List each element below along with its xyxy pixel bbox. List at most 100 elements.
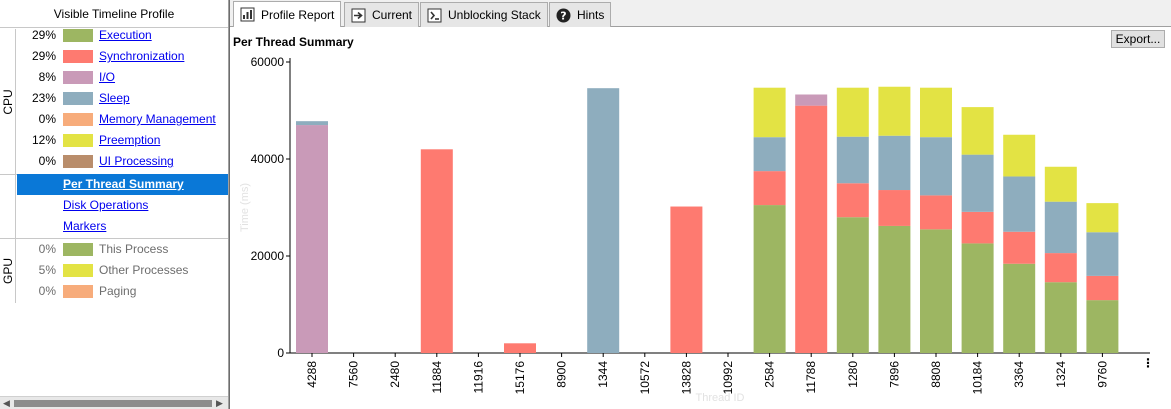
percent-value: 29% xyxy=(31,28,56,42)
color-swatch xyxy=(63,243,93,256)
x-tick-label: 8900 xyxy=(555,361,569,388)
bar-segment-preemption xyxy=(1086,203,1119,233)
bar-segment-sleep xyxy=(1086,232,1119,276)
panel-header-title: Visible Timeline Profile xyxy=(53,6,175,21)
cpu-link-preemption[interactable]: Preemption xyxy=(99,133,161,147)
svg-text:?: ? xyxy=(560,9,566,22)
bar-segment-synchronization xyxy=(836,183,869,218)
nav-item-markers[interactable]: Markers xyxy=(17,216,228,237)
bar-segment-execution xyxy=(1003,263,1036,353)
tab-label: Current xyxy=(372,8,413,22)
cpu-row-ui-processing: 0% UI Processing xyxy=(17,151,228,172)
x-tick-label: 2480 xyxy=(388,361,402,388)
color-swatch xyxy=(63,92,93,105)
bar-segment-execution xyxy=(753,205,786,353)
x-tick-label: 11884 xyxy=(430,361,444,394)
scroll-left-icon[interactable]: ◀ xyxy=(3,398,10,408)
bar-segment-preemption xyxy=(753,87,786,138)
bar-segment-synchronization xyxy=(753,171,786,206)
nav-item-per-thread-summary[interactable]: Per Thread Summary xyxy=(17,174,228,195)
tab-bar: Profile Report Current Unblocking Stack … xyxy=(230,0,1171,27)
panel-header: Visible Timeline Profile xyxy=(0,0,228,28)
percent-value: 0% xyxy=(38,154,56,168)
color-swatch xyxy=(63,285,93,298)
nav-item-label: Disk Operations xyxy=(63,198,149,212)
tab-profile-report[interactable]: Profile Report xyxy=(233,1,342,27)
nav-group-side xyxy=(0,174,16,238)
scroll-right-icon[interactable]: ▶ xyxy=(216,398,223,408)
y-tick-label: 40000 xyxy=(251,152,285,166)
bar-segment-execution xyxy=(1044,282,1077,353)
cpu-link-execution[interactable]: Execution xyxy=(99,28,152,42)
nav-item-label: Markers xyxy=(63,219,107,233)
export-button[interactable]: Export... xyxy=(1111,30,1165,48)
bar-segment-execution xyxy=(961,243,994,353)
percent-value: 0% xyxy=(38,112,56,126)
tab-label: Hints xyxy=(577,8,605,22)
bar-segment-sleep xyxy=(878,135,911,191)
x-tick-label: 7560 xyxy=(347,361,361,388)
bar-segment-preemption xyxy=(878,86,911,136)
cpu-row-memory-management: 0% Memory Management xyxy=(17,109,228,130)
cpu-group-label: CPU xyxy=(0,29,16,174)
percent-value: 5% xyxy=(38,263,56,277)
x-tick-label: 8808 xyxy=(929,361,943,388)
color-swatch xyxy=(63,71,93,84)
x-tick-label: 9760 xyxy=(1095,361,1109,388)
report-icon xyxy=(240,7,255,22)
scrollbar-thumb[interactable] xyxy=(14,400,212,407)
stack-icon xyxy=(427,8,442,22)
cpu-link-synchronization[interactable]: Synchronization xyxy=(99,49,185,63)
more-options-icon[interactable]: ⋮ xyxy=(1142,356,1154,370)
cpu-row-i-o: 8% I/O xyxy=(17,67,228,88)
nav-item-disk-operations[interactable]: Disk Operations xyxy=(17,195,228,216)
cpu-link-ui-processing[interactable]: UI Processing xyxy=(99,154,174,168)
gpu-row-paging: 0% Paging xyxy=(17,281,228,302)
x-tick-label: 15176 xyxy=(513,361,527,395)
bar-segment-sleep xyxy=(1044,201,1077,254)
tab-unblocking-stack[interactable]: Unblocking Stack xyxy=(420,2,548,27)
bar-segment-sleep xyxy=(920,137,952,196)
bar-segment-sleep xyxy=(961,154,994,212)
arrow-right-icon xyxy=(351,8,366,22)
color-swatch xyxy=(63,155,93,168)
gpu-link-this-process: This Process xyxy=(99,242,169,256)
cpu-link-memory-management[interactable]: Memory Management xyxy=(99,112,216,126)
bar-segment-sleep xyxy=(296,121,328,126)
visible-timeline-profile-panel: Visible Timeline Profile CPU 29% Executio… xyxy=(0,0,229,409)
x-tick-label: 10992 xyxy=(721,361,735,395)
bar-segment-synchronization xyxy=(1086,275,1119,301)
percent-value: 0% xyxy=(38,242,56,256)
x-tick-label: 1280 xyxy=(846,361,860,388)
color-swatch xyxy=(63,50,93,63)
tab-current[interactable]: Current xyxy=(344,2,420,27)
bar-segment-sleep xyxy=(1003,176,1036,232)
x-tick-label: 1324 xyxy=(1054,361,1068,388)
y-tick-label: 20000 xyxy=(251,249,285,263)
x-tick-label: 3364 xyxy=(1012,361,1026,388)
bar-segment-synchronization xyxy=(920,195,952,230)
bar-segment-preemption xyxy=(1044,166,1077,202)
bar-segment-sleep xyxy=(836,136,869,184)
bar-segment-preemption xyxy=(920,87,952,138)
gpu-group-label: GPU xyxy=(0,239,16,303)
tab-hints[interactable]: ? Hints xyxy=(549,2,612,27)
per-thread-summary-chart: 0 20000 40000 60000 Time (ms) 4288 7560 2480 118… xyxy=(239,55,1150,404)
x-axis-label: Thread ID xyxy=(696,392,745,404)
profile-report-panel: Profile Report Current Unblocking Stack … xyxy=(230,0,1171,409)
cpu-row-synchronization: 29% Synchronization xyxy=(17,46,228,67)
bar-segment-synchronization xyxy=(961,211,994,244)
horizontal-scrollbar[interactable]: ◀ ▶ xyxy=(0,396,228,409)
x-tick-label: 4288 xyxy=(305,361,319,388)
percent-value: 12% xyxy=(31,133,56,147)
gpu-label: GPU xyxy=(0,257,15,285)
bar-segment-execution xyxy=(1086,300,1119,353)
cpu-row-execution: 29% Execution xyxy=(17,25,228,46)
percent-value: 8% xyxy=(38,70,56,84)
bar-segment-execution xyxy=(920,229,952,353)
x-tick-label: 10572 xyxy=(638,361,652,395)
cpu-link-i-o[interactable]: I/O xyxy=(99,70,116,84)
bar-segment-sleep xyxy=(753,137,786,172)
cpu-row-sleep: 23% Sleep xyxy=(17,88,228,109)
cpu-link-sleep[interactable]: Sleep xyxy=(99,91,130,105)
